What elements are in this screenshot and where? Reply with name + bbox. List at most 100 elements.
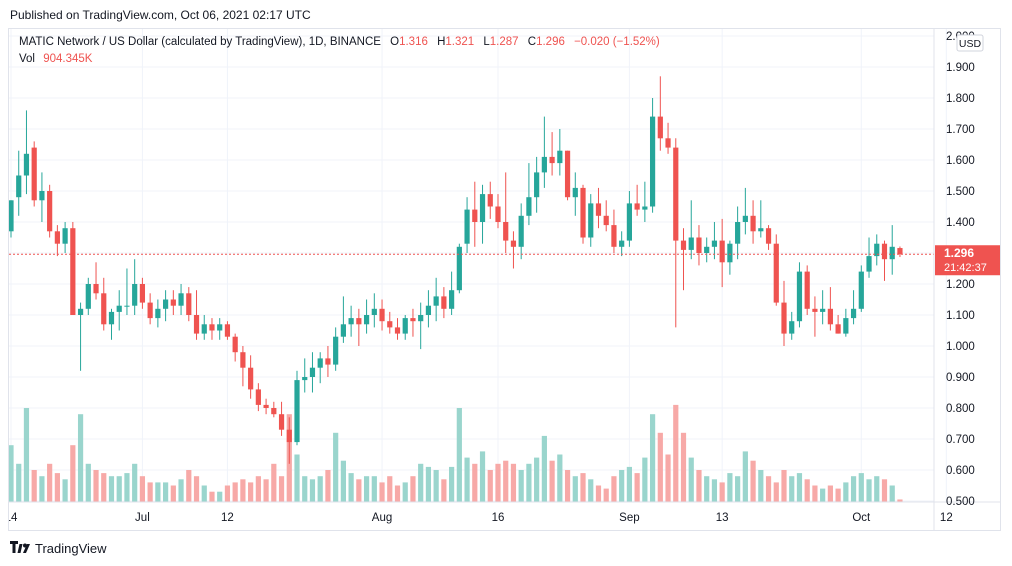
candle-body [116, 305, 122, 312]
volume-bar [688, 457, 694, 502]
currency-badge[interactable]: USD [956, 34, 984, 52]
volume-bar [541, 435, 547, 502]
volume-bar [665, 454, 671, 502]
volume-bar [820, 488, 826, 502]
candle-body [139, 284, 146, 303]
candle-body [31, 147, 37, 201]
x-tick-label: 16 [492, 512, 505, 524]
legend-c-label: C [528, 36, 536, 48]
volume-bar [704, 476, 710, 502]
x-tick-label: 13 [716, 512, 729, 524]
volume-bar [619, 470, 625, 502]
legend-o-label: O [390, 36, 399, 48]
candle-body [410, 318, 416, 322]
candle-body [147, 302, 153, 319]
volume-bar [588, 479, 594, 502]
legend-o-value: 1.316 [399, 36, 428, 48]
volume-bar [178, 479, 184, 502]
candle-body [62, 228, 68, 244]
volume-bar [487, 470, 493, 502]
volume-bar [711, 479, 718, 502]
candle-body [889, 246, 895, 260]
legend-vol-value: 904.345K [43, 53, 93, 65]
volume-bar [680, 432, 687, 502]
volume-bar [897, 499, 903, 502]
volume-bar [827, 485, 833, 502]
volume-bar [781, 470, 787, 502]
legend-h-label: H [437, 36, 445, 48]
legend-symbol: MATIC Network / US Dollar (calculated by… [19, 36, 381, 48]
tradingview-logo-icon[interactable] [10, 541, 30, 556]
candle-body [170, 299, 176, 306]
candle-body [263, 404, 269, 408]
candle-body [789, 321, 795, 334]
candle-body [626, 203, 632, 241]
volume-bar [217, 491, 223, 502]
candle-body [588, 203, 594, 238]
volume-bar [333, 432, 339, 502]
candle-body [727, 243, 733, 263]
volume-bar [657, 432, 663, 502]
x-tick-label: Aug [372, 512, 392, 524]
candle-body [108, 311, 115, 325]
candle-body [70, 228, 76, 315]
y-tick-label: 1.000 [946, 341, 975, 353]
volume-bar [93, 470, 99, 502]
candle-body [286, 429, 292, 443]
volume-bar [147, 482, 153, 502]
candle-body [557, 150, 563, 164]
volume-bar [108, 476, 115, 502]
x-tick-label: Jul [135, 512, 150, 524]
y-tick-label: 0.700 [946, 434, 975, 446]
candle-body [503, 222, 509, 241]
volume-bar [696, 470, 702, 502]
candle-body [526, 197, 532, 216]
countdown-value: 21:42:37 [944, 262, 987, 274]
volume-bar [649, 414, 656, 502]
candle-body [85, 284, 91, 309]
volume-bar [503, 460, 509, 502]
volume-bar [433, 470, 439, 502]
volume-bar [8, 445, 14, 502]
volume-bar [479, 451, 486, 502]
volume-bar [881, 479, 888, 502]
candlestick-chart[interactable]: 0.500 0.600 0.700 0.800 0.900 1.000 1.100 1.200… [5, 29, 1000, 530]
y-tick-label: 0.500 [946, 496, 975, 508]
volume-bar [603, 488, 609, 502]
candle-body [858, 271, 864, 309]
volume-bar [843, 482, 849, 502]
candle-body [387, 321, 393, 328]
volume-bar [170, 485, 176, 502]
candle-body [178, 293, 184, 306]
volume-bar [719, 482, 725, 502]
candle-body [680, 240, 687, 250]
candles [8, 76, 903, 464]
volume-bar [804, 479, 810, 502]
candle-body [711, 240, 718, 247]
candle-body [356, 318, 362, 325]
volume-bar [850, 476, 857, 502]
candle-body [309, 367, 316, 377]
candle-body [649, 116, 656, 207]
candle-body [39, 191, 45, 201]
legend-l-value: 1.287 [490, 36, 519, 48]
candle-body [487, 194, 493, 207]
volume-bar [309, 479, 316, 502]
volume-bar [62, 479, 68, 502]
candle-body [642, 206, 648, 210]
candle-body [472, 209, 478, 222]
volume-bar [77, 414, 84, 502]
candle-body [418, 315, 424, 322]
candle-body [193, 315, 200, 334]
footer-brand[interactable]: TradingView [35, 541, 107, 556]
volume-bar [495, 463, 501, 502]
volume-bar [232, 482, 238, 502]
legend-c-value: 1.296 [536, 36, 565, 48]
chart-frame[interactable]: 0.500 0.600 0.700 0.800 0.900 1.000 1.100 1.200… [5, 28, 1001, 531]
candle-body [201, 324, 207, 334]
volume-bar [595, 485, 602, 502]
candle-body [163, 299, 169, 309]
candle-body [240, 352, 246, 368]
volume-bar [735, 476, 741, 502]
volume-bar [348, 473, 354, 502]
